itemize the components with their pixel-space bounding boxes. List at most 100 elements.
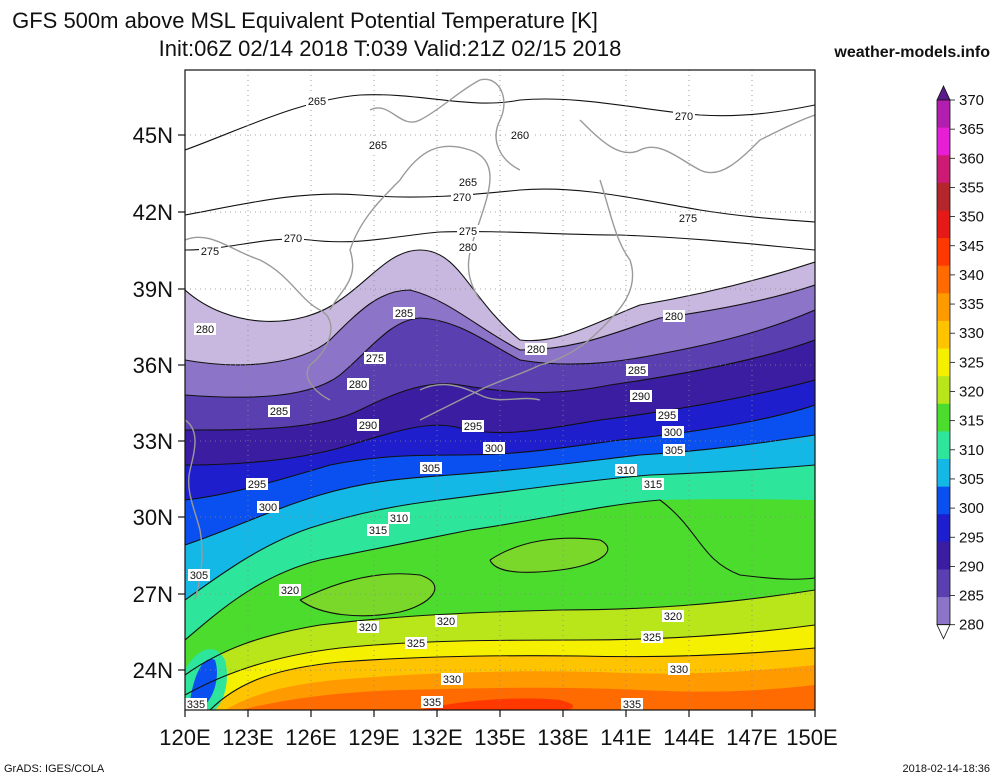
contour-label-text: 315 — [369, 525, 387, 537]
lat-label: 33N — [133, 429, 173, 454]
contour-label: 265 — [367, 139, 389, 152]
lat-label: 45N — [133, 123, 173, 148]
contour-label: 290 — [357, 419, 379, 432]
lon-label: 138E — [537, 725, 588, 750]
colorbar-level-label: 330 — [959, 325, 984, 342]
lat-label: 24N — [133, 658, 173, 683]
contour-label: 270 — [673, 110, 695, 123]
contour-label-text: 330 — [443, 674, 461, 686]
contour-label-text: 290 — [359, 420, 377, 432]
contour-label-text: 335 — [423, 697, 441, 709]
colorbar-level-label: 340 — [959, 267, 984, 284]
lon-label: 147E — [726, 725, 777, 750]
contour-label-text: 275 — [459, 226, 477, 238]
contour-label-text: 335 — [187, 699, 205, 711]
contour-label-text: 260 — [511, 130, 529, 142]
contour-label: 310 — [615, 464, 637, 477]
contour-label: 335 — [185, 698, 207, 711]
contour-label: 325 — [405, 637, 427, 650]
lat-label: 36N — [133, 353, 173, 378]
contour-label-text: 285 — [628, 365, 646, 377]
contour-label: 275 — [677, 212, 699, 225]
colorbar-swatch — [937, 238, 950, 267]
contour-label-text: 325 — [407, 638, 425, 650]
contour-label-text: 270 — [675, 111, 693, 123]
colorbar-swatch — [937, 127, 950, 156]
contour-label-text: 295 — [464, 421, 482, 433]
colorbar-level-label: 355 — [959, 179, 984, 196]
contour-label: 280 — [663, 310, 685, 323]
contour-label-text: 320 — [664, 611, 682, 623]
footer-software-credit: GrADS: IGES/COLA — [4, 763, 105, 775]
colorbar-swatch — [937, 155, 950, 184]
contour-label: 320 — [357, 621, 379, 634]
contour-label-text: 280 — [459, 242, 477, 254]
lon-label: 135E — [474, 725, 525, 750]
colorbar-level-label: 360 — [959, 150, 984, 167]
contour-label: 305 — [420, 462, 442, 475]
contour-label-text: 315 — [644, 479, 662, 491]
contour-label-text: 320 — [359, 622, 377, 634]
contour-label: 290 — [630, 390, 652, 403]
colorbar-swatch — [937, 100, 950, 129]
contour-label-text: 310 — [617, 465, 635, 477]
contour-label: 315 — [642, 478, 664, 491]
contour-label: 265 — [306, 95, 328, 108]
lon-label: 132E — [411, 725, 462, 750]
contour-label: 300 — [257, 501, 279, 514]
contour-label-text: 270 — [284, 233, 302, 245]
colorbar-level-label: 280 — [959, 617, 984, 634]
colorbar-level-label: 325 — [959, 354, 984, 371]
contour-label: 320 — [662, 610, 684, 623]
contour-label-text: 320 — [437, 616, 455, 628]
contour-label-text: 325 — [643, 632, 661, 644]
contour-label-text: 305 — [422, 463, 440, 475]
contour-label-text: 290 — [632, 391, 650, 403]
contour-label-text: 300 — [664, 427, 682, 439]
contour-label-text: 285 — [270, 406, 288, 418]
contour-labels: 265 265 265 260 270 270 270 275 275 275 275 280 280 2… — [185, 95, 699, 711]
colorbar-level-label: 350 — [959, 209, 984, 226]
contour-label: 325 — [641, 631, 663, 644]
contour-label-text: 285 — [395, 308, 413, 320]
contour-label-text: 280 — [527, 344, 545, 356]
contour-label: 275 — [364, 352, 386, 365]
contour-label-text: 305 — [190, 570, 208, 582]
contour-label: 330 — [668, 663, 690, 676]
contour-label: 305 — [663, 444, 685, 457]
colorbar-level-label: 305 — [959, 471, 984, 488]
contour-label: 295 — [656, 409, 678, 422]
colorbar-swatch — [937, 431, 950, 460]
contour-label: 305 — [188, 569, 210, 582]
contour-label: 315 — [367, 524, 389, 537]
colorbar-swatch — [937, 348, 950, 377]
map-title-line1: GFS 500m above MSL Equivalent Potential … — [12, 8, 598, 33]
lon-label: 129E — [348, 725, 399, 750]
contour-label: 320 — [435, 615, 457, 628]
colorbar-swatch — [937, 486, 950, 515]
colorbar-swatch — [937, 541, 950, 570]
contour-label-text: 295 — [248, 479, 266, 491]
theta-e-field: 265 265 265 260 270 270 270 275 275 275 275 280 280 2… — [185, 70, 815, 711]
colorbar-level-label: 295 — [959, 529, 984, 546]
contour-label: 280 — [194, 323, 216, 336]
contour-label: 265 — [457, 176, 479, 189]
colorbar-swatch — [937, 376, 950, 405]
colorbar-level-label: 300 — [959, 500, 984, 517]
colorbar-level-label: 285 — [959, 588, 984, 605]
contour-label-text: 310 — [390, 513, 408, 525]
colorbar-swatch — [937, 459, 950, 488]
colorbar-level-label: 290 — [959, 558, 984, 575]
colorbar-level-label: 365 — [959, 121, 984, 138]
lat-label: 42N — [133, 200, 173, 225]
contour-label-text: 265 — [369, 140, 387, 152]
contour-label: 275 — [457, 225, 479, 238]
contour-label: 300 — [662, 426, 684, 439]
colorbar-swatch — [937, 403, 950, 432]
contour-label: 260 — [509, 129, 531, 142]
colorbar-swatch — [937, 597, 950, 626]
contour-label-text: 265 — [459, 177, 477, 189]
contour-label-text: 275 — [201, 246, 219, 258]
contour-label: 285 — [393, 307, 415, 320]
